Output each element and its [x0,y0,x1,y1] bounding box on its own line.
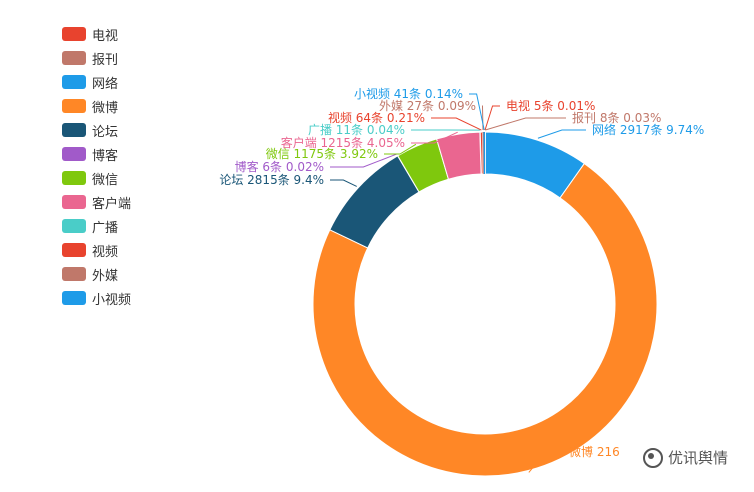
legend-swatch [62,99,86,113]
pie-slice[interactable] [483,132,485,175]
slice-label: 论坛 2815条 9.4% [219,173,324,187]
wechat-icon [642,447,663,468]
slice-label: 视频 64条 0.21% [328,110,425,125]
legend-label: 论坛 [92,124,119,140]
legend-swatch [62,291,86,305]
legend-label: 小视频 [92,292,132,308]
legend-label: 微信 [92,172,119,188]
pie-slice[interactable] [479,131,484,175]
leader-line [469,93,485,131]
legend-item[interactable]: 客户端 [62,190,182,214]
legend-label: 报刊 [92,52,119,68]
leader-line [384,143,417,155]
legend: 电视报刊网络微博论坛博客微信客户端广播视频外媒小视频 [62,22,182,310]
legend-swatch [62,267,86,281]
legend-item[interactable]: 微信 [62,166,182,190]
leader-line [537,129,586,139]
slice-label: 外媒 27条 0.09% [379,99,476,113]
legend-label: 外媒 [92,268,119,284]
slice-label: 微信 1175条 3.92% [266,147,378,161]
legend-swatch [62,51,86,65]
legend-item[interactable]: 外媒 [62,262,182,286]
legend-label: 视频 [92,244,119,260]
slice-label: 网络 2917条 9.74% [592,122,704,137]
legend-item[interactable]: 小视频 [62,286,182,310]
legend-label: 微博 [92,100,119,116]
legend-swatch [62,171,86,185]
legend-swatch [62,195,86,209]
leader-line [330,179,357,187]
pie-slice[interactable] [482,132,484,175]
legend-item[interactable]: 网络 [62,70,182,94]
slice-label: 报刊 8条 0.03% [572,110,661,125]
leader-line [431,117,482,131]
legend-label: 客户端 [92,196,132,212]
legend-swatch [62,147,86,161]
legend-label: 博客 [92,148,119,164]
leader-line [528,451,563,473]
legend-item[interactable]: 微博 [62,94,182,118]
legend-item[interactable]: 论坛 [62,118,182,142]
slice-label: 博客 6条 0.02% [235,159,324,174]
legend-label: 广播 [92,220,119,236]
legend-swatch [62,75,86,89]
legend-item[interactable]: 报刊 [62,46,182,70]
leader-line [485,117,566,131]
watermark-text: 优讯舆情 [667,449,728,467]
slice-label: 客户端 1215条 4.05% [281,135,405,150]
legend-label: 网络 [92,76,119,92]
leader-line [330,153,397,168]
legend-swatch [62,27,86,41]
leader-line [411,131,458,144]
slice-label: 电视 5条 0.01% [506,98,595,113]
legend-label: 电视 [92,28,119,44]
watermark: 优讯舆情 [638,445,732,470]
pie-slice[interactable] [312,162,658,477]
slice-label: 微博 216 [569,444,620,459]
slice-label: 广播 11条 0.04% [308,123,405,137]
leader-line [484,105,500,131]
legend-item[interactable]: 广播 [62,214,182,238]
legend-item[interactable]: 电视 [62,22,182,46]
legend-swatch [62,243,86,257]
legend-item[interactable]: 博客 [62,142,182,166]
slice-label: 小视频 41条 0.14% [354,86,463,101]
legend-swatch [62,123,86,137]
legend-item[interactable]: 视频 [62,238,182,262]
legend-swatch [62,219,86,233]
